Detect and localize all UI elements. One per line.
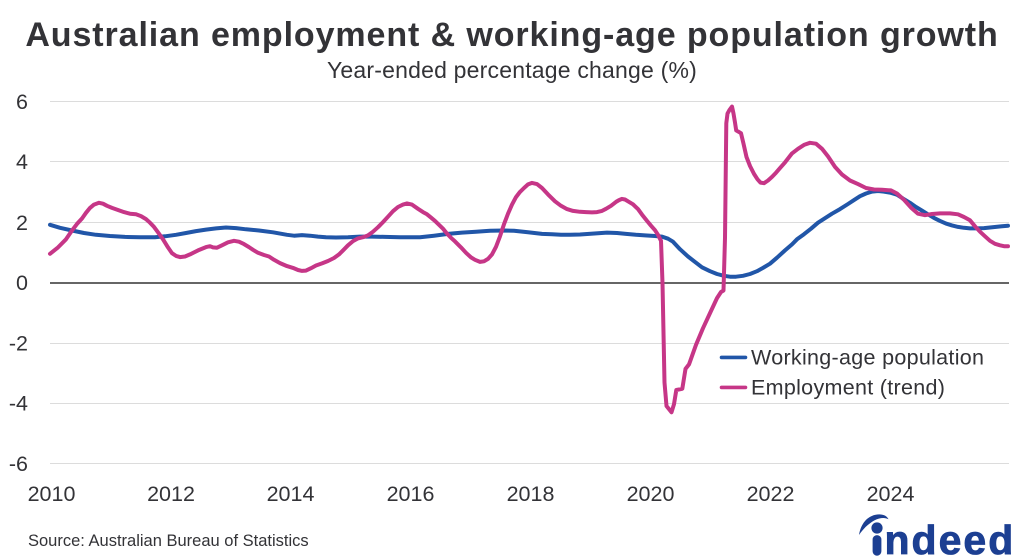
svg-text:ndeed: ndeed	[885, 517, 1016, 558]
svg-text:2012: 2012	[147, 482, 195, 506]
svg-text:-4: -4	[9, 392, 28, 416]
svg-text:Year-ended percentage change (: Year-ended percentage change (%)	[327, 57, 697, 83]
svg-text:-2: -2	[9, 332, 28, 356]
svg-text:Australian employment & workin: Australian employment & working-age popu…	[25, 16, 998, 54]
svg-text:Working-age population: Working-age population	[751, 346, 984, 370]
svg-text:4: 4	[16, 150, 28, 174]
svg-text:2022: 2022	[747, 482, 795, 506]
svg-text:0: 0	[16, 271, 28, 295]
svg-text:2024: 2024	[867, 482, 915, 506]
svg-text:Employment (trend): Employment (trend)	[751, 376, 945, 400]
svg-text:2: 2	[16, 211, 28, 235]
svg-text:2018: 2018	[507, 482, 555, 506]
svg-text:2020: 2020	[627, 482, 675, 506]
svg-text:2014: 2014	[267, 482, 315, 506]
svg-text:2010: 2010	[28, 482, 76, 506]
svg-text:-6: -6	[9, 452, 28, 476]
svg-text:2016: 2016	[387, 482, 435, 506]
svg-text:Source: Australian Bureau of S: Source: Australian Bureau of Statistics	[28, 532, 309, 550]
svg-text:6: 6	[16, 90, 28, 114]
